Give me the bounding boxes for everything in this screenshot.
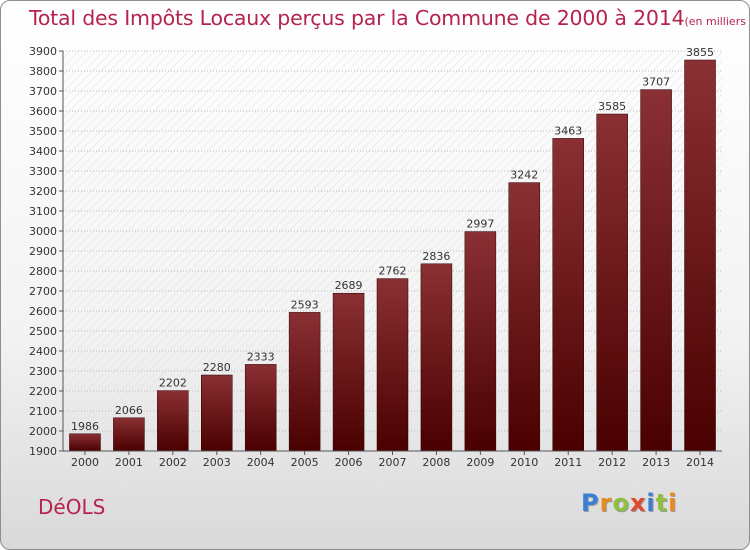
bar xyxy=(420,263,453,452)
bar xyxy=(288,312,321,452)
x-tick-label: 2010 xyxy=(510,456,538,469)
logo-letter: r xyxy=(599,489,613,517)
x-tick-label: 2005 xyxy=(291,456,319,469)
chart-title-text: Total des Impôts Locaux perçus par la Co… xyxy=(29,6,685,30)
commune-name: DéOLS xyxy=(38,495,106,519)
bar-value-label: 2280 xyxy=(203,361,231,374)
logo-letter: o xyxy=(612,489,630,517)
bar xyxy=(684,59,716,452)
y-tick-label: 3500 xyxy=(29,125,57,138)
y-tick-label: 3200 xyxy=(29,185,57,198)
y-tick-label: 2300 xyxy=(29,365,57,378)
x-tick-label: 2014 xyxy=(686,456,714,469)
chart-title: Total des Impôts Locaux perçus par la Co… xyxy=(29,6,749,30)
bar xyxy=(552,138,584,452)
bar xyxy=(596,113,628,452)
y-tick-label: 2500 xyxy=(29,325,57,338)
y-tick-label: 3000 xyxy=(29,225,57,238)
logo-letter: P xyxy=(581,489,600,517)
bar-value-label: 3463 xyxy=(554,124,582,137)
x-tick-label: 2004 xyxy=(247,456,275,469)
y-tick-label: 2800 xyxy=(29,265,57,278)
y-tick-label: 2200 xyxy=(29,385,57,398)
x-tick-label: 2003 xyxy=(203,456,231,469)
logo-letter: i xyxy=(646,489,656,517)
bar xyxy=(464,231,497,452)
bar-value-label: 3855 xyxy=(686,46,714,59)
bar xyxy=(376,278,409,452)
logo-letter: i xyxy=(668,489,678,517)
bar xyxy=(332,292,365,452)
y-tick-label: 3600 xyxy=(29,105,57,118)
bar-value-label: 2333 xyxy=(247,350,275,363)
y-tick-label: 2100 xyxy=(29,405,57,418)
bar-value-label: 2836 xyxy=(422,250,450,263)
y-tick-label: 1900 xyxy=(29,445,57,458)
y-tick-label: 2000 xyxy=(29,425,57,438)
y-tick-label: 3100 xyxy=(29,205,57,218)
x-tick-label: 2013 xyxy=(642,456,670,469)
bar-value-label: 2202 xyxy=(159,377,187,390)
y-tick-label: 2400 xyxy=(29,345,57,358)
logo-letter: t xyxy=(655,489,669,517)
bar-value-label: 2593 xyxy=(291,298,319,311)
x-tick-label: 2009 xyxy=(466,456,494,469)
x-tick-label: 2000 xyxy=(71,456,99,469)
bar-value-label: 2689 xyxy=(335,279,363,292)
y-tick-label: 2700 xyxy=(29,285,57,298)
logo-letter: x xyxy=(629,489,647,517)
y-tick-label: 3800 xyxy=(29,65,57,78)
x-tick-label: 2006 xyxy=(335,456,363,469)
bar xyxy=(157,390,189,452)
y-tick-label: 3700 xyxy=(29,85,57,98)
proxiti-logo: Proxiti xyxy=(581,489,677,517)
x-tick-label: 2011 xyxy=(554,456,582,469)
y-tick-label: 3900 xyxy=(29,45,57,58)
bar xyxy=(201,374,233,452)
bar-value-label: 2066 xyxy=(115,404,143,417)
y-tick-label: 2900 xyxy=(29,245,57,258)
bar-value-label: 3585 xyxy=(598,100,626,113)
y-tick-label: 3300 xyxy=(29,165,57,178)
bar xyxy=(244,364,277,452)
bar xyxy=(640,89,672,452)
bar-value-label: 3707 xyxy=(642,76,670,89)
bar-value-label: 2997 xyxy=(466,218,494,231)
bar-value-label: 1986 xyxy=(71,420,99,433)
chart-title-unit: (en milliers d'€) xyxy=(684,15,749,28)
bar-value-label: 3242 xyxy=(510,169,538,182)
x-tick-label: 2007 xyxy=(379,456,407,469)
x-tick-label: 2001 xyxy=(115,456,143,469)
bar-value-label: 2762 xyxy=(379,265,407,278)
y-tick-label: 2600 xyxy=(29,305,57,318)
y-tick-label: 3400 xyxy=(29,145,57,158)
x-tick-label: 2012 xyxy=(598,456,626,469)
bar xyxy=(113,417,145,452)
x-tick-label: 2008 xyxy=(422,456,450,469)
bar xyxy=(508,182,541,452)
x-tick-label: 2002 xyxy=(159,456,187,469)
bar xyxy=(69,433,101,452)
